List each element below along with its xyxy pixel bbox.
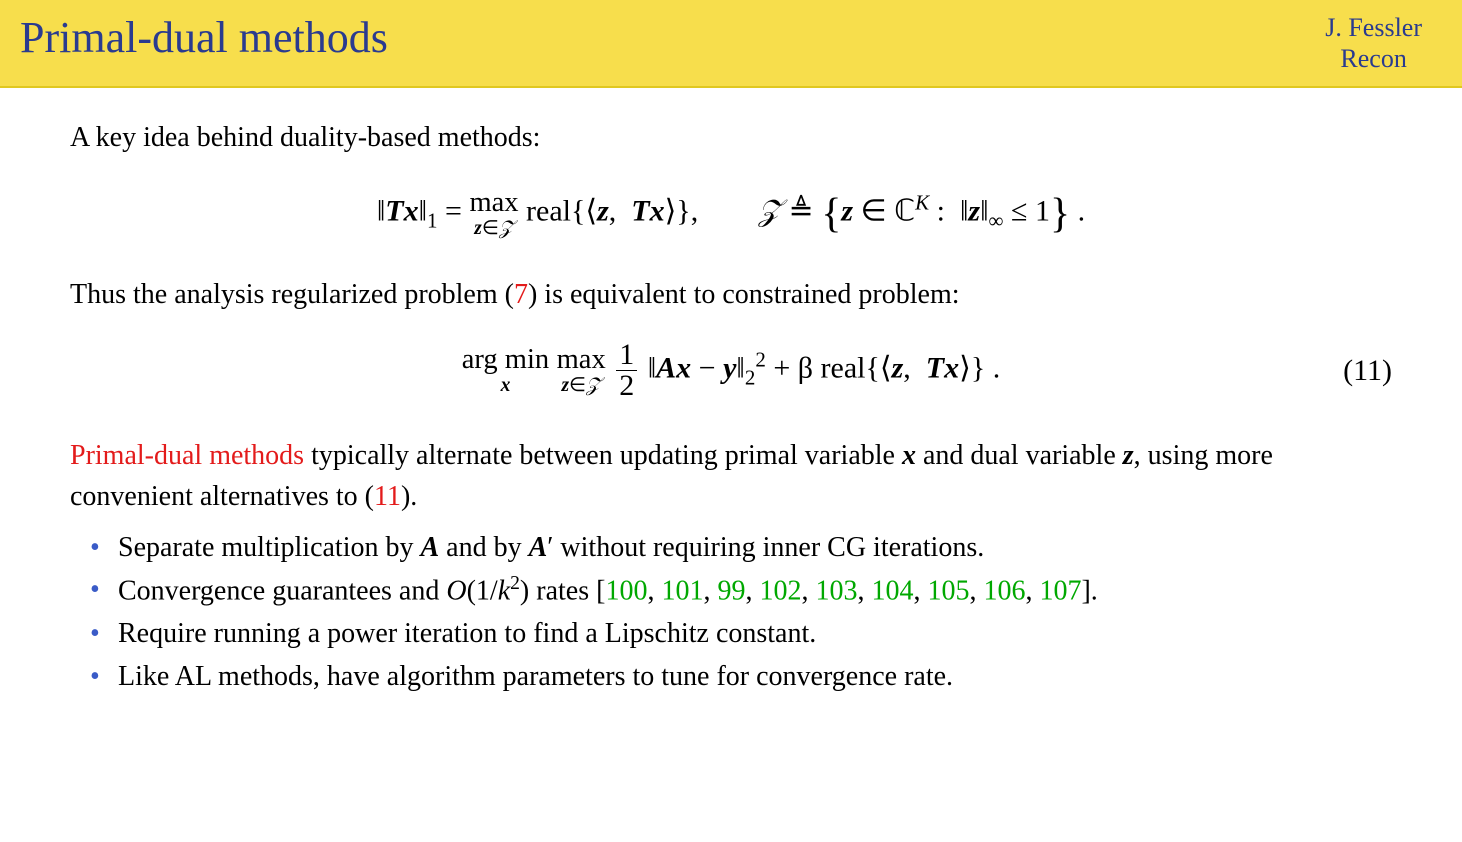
- slide-title: Primal-dual methods: [20, 12, 388, 63]
- b1-A: A: [420, 532, 439, 563]
- equation-number: (11): [1343, 349, 1392, 393]
- bullet-item-2: Convergence guarantees and O(1/k2) rates…: [90, 570, 1392, 612]
- equation-duality: ‖Tx‖1 = max z∈𝒵 real{⟨z, Tx⟩}, 𝒵 ≜ {z ∈ …: [70, 184, 1392, 245]
- ref-99[interactable]: 99: [717, 576, 745, 607]
- ref-7[interactable]: 7: [514, 279, 528, 310]
- b1c: without requiring inner CG iterations.: [553, 532, 984, 563]
- equation-11: arg min x max z∈𝒵 12 ‖Ax − y‖22 + β real…: [70, 340, 1392, 401]
- ref-11[interactable]: 11: [374, 481, 401, 512]
- ref-102[interactable]: 102: [759, 576, 801, 607]
- header-meta: J. Fessler Recon: [1325, 12, 1442, 74]
- ref-105[interactable]: 105: [927, 576, 969, 607]
- b2-k: k: [498, 576, 510, 607]
- thus-after: ) is equivalent to constrained problem:: [528, 279, 960, 310]
- intro-text: A key idea behind duality-based methods:: [70, 118, 1392, 159]
- b2-sq: 2: [510, 573, 520, 594]
- thus-text: Thus the analysis regularized problem (7…: [70, 275, 1392, 316]
- pd-t2: and dual variable: [916, 440, 1123, 471]
- bullet-item-3: Require running a power iteration to fin…: [90, 614, 1392, 655]
- thus-before: Thus the analysis regularized problem (: [70, 279, 514, 310]
- bullet-item-4: Like AL methods, have algorithm paramete…: [90, 657, 1392, 698]
- ref-106[interactable]: 106: [983, 576, 1025, 607]
- b2d: ].: [1081, 576, 1097, 607]
- pd-methods-label: Primal-dual methods: [70, 440, 304, 471]
- b2b: (1/: [467, 576, 498, 607]
- b1b: and by: [439, 532, 528, 563]
- var-z: z: [1123, 440, 1134, 471]
- var-x: x: [902, 440, 916, 471]
- ref-100[interactable]: 100: [605, 576, 647, 607]
- b1a: Separate multiplication by: [118, 532, 420, 563]
- header-subtitle: Recon: [1325, 43, 1422, 74]
- bullet-list: Separate multiplication by A and by A′ w…: [70, 528, 1392, 698]
- ref-103[interactable]: 103: [815, 576, 857, 607]
- slide-content: A key idea behind duality-based methods:…: [0, 88, 1462, 719]
- equation-11-content: arg min x max z∈𝒵 12 ‖Ax − y‖22 + β real…: [462, 340, 1000, 401]
- b1-Ap: A: [529, 532, 548, 563]
- primal-dual-description: Primal-dual methods typically alternate …: [70, 436, 1392, 517]
- ref-107[interactable]: 107: [1039, 576, 1081, 607]
- ref-104[interactable]: 104: [871, 576, 913, 607]
- pd-t4: ).: [401, 481, 417, 512]
- author-name: J. Fessler: [1325, 12, 1422, 43]
- b2-O: O: [446, 576, 466, 607]
- b2c: ) rates [: [520, 576, 606, 607]
- slide-header: Primal-dual methods J. Fessler Recon: [0, 0, 1462, 88]
- b2a: Convergence guarantees and: [118, 576, 446, 607]
- pd-t1: typically alternate between updating pri…: [304, 440, 902, 471]
- ref-101[interactable]: 101: [661, 576, 703, 607]
- bullet-item-1: Separate multiplication by A and by A′ w…: [90, 528, 1392, 569]
